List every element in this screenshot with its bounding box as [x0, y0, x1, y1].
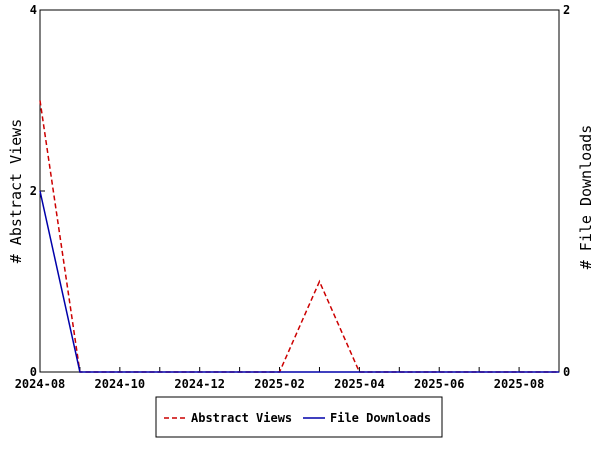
series-lines: [39, 100, 559, 373]
right-y-tick-label: 2: [563, 3, 570, 17]
x-tick-label: 2025-08: [494, 377, 545, 391]
left-y-tick-label: 4: [30, 3, 37, 17]
legend-box: [155, 396, 443, 438]
plot-frame: [39, 9, 560, 373]
x-tick-label: 2025-06: [414, 377, 465, 391]
right-y-axis-title: # File Downloads: [577, 125, 595, 270]
x-axis-ticks: [39, 367, 560, 372]
series-line-abstract-views: [39, 100, 559, 373]
x-tick-label: 2025-02: [254, 377, 305, 391]
legend-label-file-downloads: File Downloads: [330, 411, 431, 425]
x-tick-label: 2024-10: [95, 377, 146, 391]
left-y-axis-ticks: 0 2 4: [30, 3, 45, 379]
series-line-file-downloads: [39, 190, 559, 373]
legend-label-abstract-views: Abstract Views: [191, 411, 292, 425]
x-tick-label: 2025-04: [334, 377, 385, 391]
right-y-axis-ticks: 02: [554, 3, 570, 379]
x-tick-label: 2024-12: [174, 377, 225, 391]
left-y-axis-title: # Abstract Views: [7, 119, 25, 264]
left-y-tick-label: 0: [30, 365, 37, 379]
right-y-tick-label: 0: [563, 365, 570, 379]
x-axis-tick-labels: 2024-08 2024-10 2024-12 2025-02 2025-04 2025-…: [15, 377, 545, 391]
legend: Abstract Views File Downloads: [155, 396, 443, 438]
x-tick-label: 2024-08: [15, 377, 66, 391]
left-y-tick-label: 2: [30, 184, 37, 198]
